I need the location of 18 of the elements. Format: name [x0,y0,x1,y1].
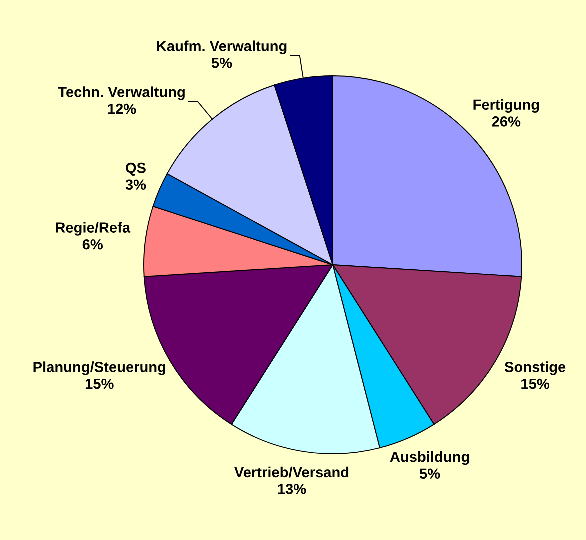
data-label: 13% [278,484,306,494]
data-label: 6% [82,239,104,250]
data-label: 15% [86,378,114,390]
slice-label: QS [126,162,146,176]
data-label: 3% [126,180,146,190]
slice-label: Regie/Refa [56,222,131,236]
slice-label: Sonstige [504,362,566,376]
slice-label: Kaufm. Verwaltung [157,40,287,54]
slice-label: Vertrieb/Versand [234,466,349,478]
slice-label: Planung/Steuerung [34,362,166,376]
slice-label: Techn. Verwaltung [58,86,185,100]
data-label: 12% [108,104,136,114]
data-label: 26% [492,116,521,127]
data-label: 15% [522,378,550,390]
slice-label: Ausbildung [390,451,470,466]
data-label: 5% [212,58,232,68]
slice-label: Fertigung [474,99,540,114]
data-label: 5% [420,468,440,480]
